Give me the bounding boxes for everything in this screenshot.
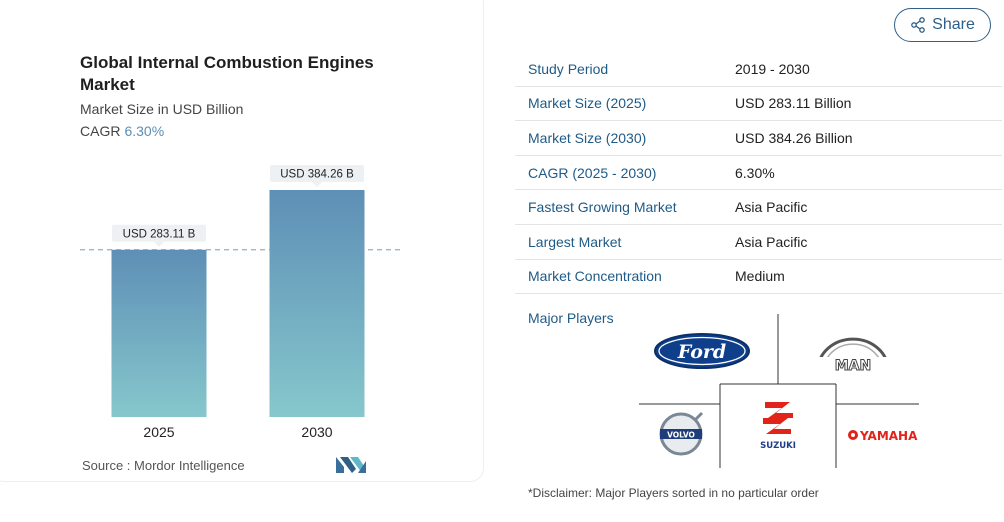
mordor-intelligence-logo [336, 457, 366, 473]
volvo-logo-text: VOLVO [667, 431, 695, 440]
table-row: Fastest Growing Market Asia Pacific [515, 190, 1002, 225]
x-tick-label: 2025 [143, 424, 174, 440]
row-value: Asia Pacific [735, 199, 808, 216]
man-logo-text: MAN [835, 358, 871, 374]
ford-logo-text: Ford [677, 341, 726, 363]
logo-grid-lines [639, 314, 919, 468]
yamaha-logo-text: YAMAHA [859, 429, 918, 443]
row-key: Study Period [528, 60, 609, 77]
row-key: Largest Market [528, 233, 622, 250]
data-label-2025: USD 283.11 B [112, 224, 206, 247]
row-key: Market Size (2030) [528, 129, 647, 146]
data-label-pointer [154, 241, 164, 247]
row-value: Asia Pacific [735, 233, 808, 250]
table-row: Market Size (2030) USD 384.26 Billion [515, 121, 1002, 156]
table-row: Market Concentration Medium [515, 260, 1002, 295]
chart-title: Global Internal Combustion Engines Marke… [80, 53, 374, 94]
data-label-box [270, 165, 364, 182]
row-value: USD 384.26 Billion [735, 129, 853, 146]
x-tick-label: 2030 [301, 424, 332, 440]
suzuki-logo: SUZUKI [760, 402, 796, 451]
man-logo: MAN [816, 337, 890, 375]
table-row: Largest Market Asia Pacific [515, 225, 1002, 260]
share-icon [911, 17, 925, 33]
row-value: Medium [735, 268, 785, 285]
data-label-pointer [312, 182, 322, 187]
chart-cagr: CAGR 6.30% [80, 123, 164, 139]
table-row: Market Size (2025) USD 283.11 Billion [515, 87, 1002, 122]
yamaha-logo: YAMAHA [848, 429, 918, 443]
share-label: Share [932, 16, 975, 33]
table-row: CAGR (2025 - 2030) 6.30% [515, 156, 1002, 191]
row-key: Fastest Growing Market [528, 199, 677, 216]
bar-2030 [269, 190, 365, 417]
table-row: Study Period 2019 - 2030 [515, 52, 1002, 87]
disclaimer: *Disclaimer: Major Players sorted in no … [528, 486, 819, 500]
market-summary-table: Study Period 2019 - 2030 Market Size (202… [515, 52, 1002, 295]
chart-card [0, 0, 484, 482]
data-label-text: USD 384.26 B [280, 169, 354, 181]
major-players-label: Major Players [528, 310, 614, 326]
row-value: USD 283.11 Billion [735, 95, 852, 112]
data-label-box [112, 224, 206, 242]
row-key: Market Concentration [528, 268, 662, 285]
chart-source: Source : Mordor Intelligence [82, 458, 245, 473]
row-key: Market Size (2025) [528, 95, 647, 112]
row-value: 2019 - 2030 [735, 60, 810, 77]
share-button[interactable]: Share [894, 8, 991, 42]
suzuki-logo-text: SUZUKI [760, 441, 796, 451]
bar-chart: USD 283.11 B 2025 USD 384.26 B 2030 [80, 165, 400, 440]
ford-logo: Ford [654, 333, 750, 369]
cagr-value: 6.30% [124, 123, 165, 139]
row-key: CAGR (2025 - 2030) [528, 164, 657, 181]
cagr-label: CAGR [80, 123, 121, 139]
chart-subtitle: Market Size in USD Billion [80, 101, 244, 117]
volvo-logo: VOLVO [659, 411, 704, 456]
bar-2025 [111, 249, 207, 417]
row-value: 6.30% [735, 164, 775, 181]
data-label-2030: USD 384.26 B [270, 165, 364, 187]
data-label-text: USD 283.11 B [123, 228, 196, 240]
